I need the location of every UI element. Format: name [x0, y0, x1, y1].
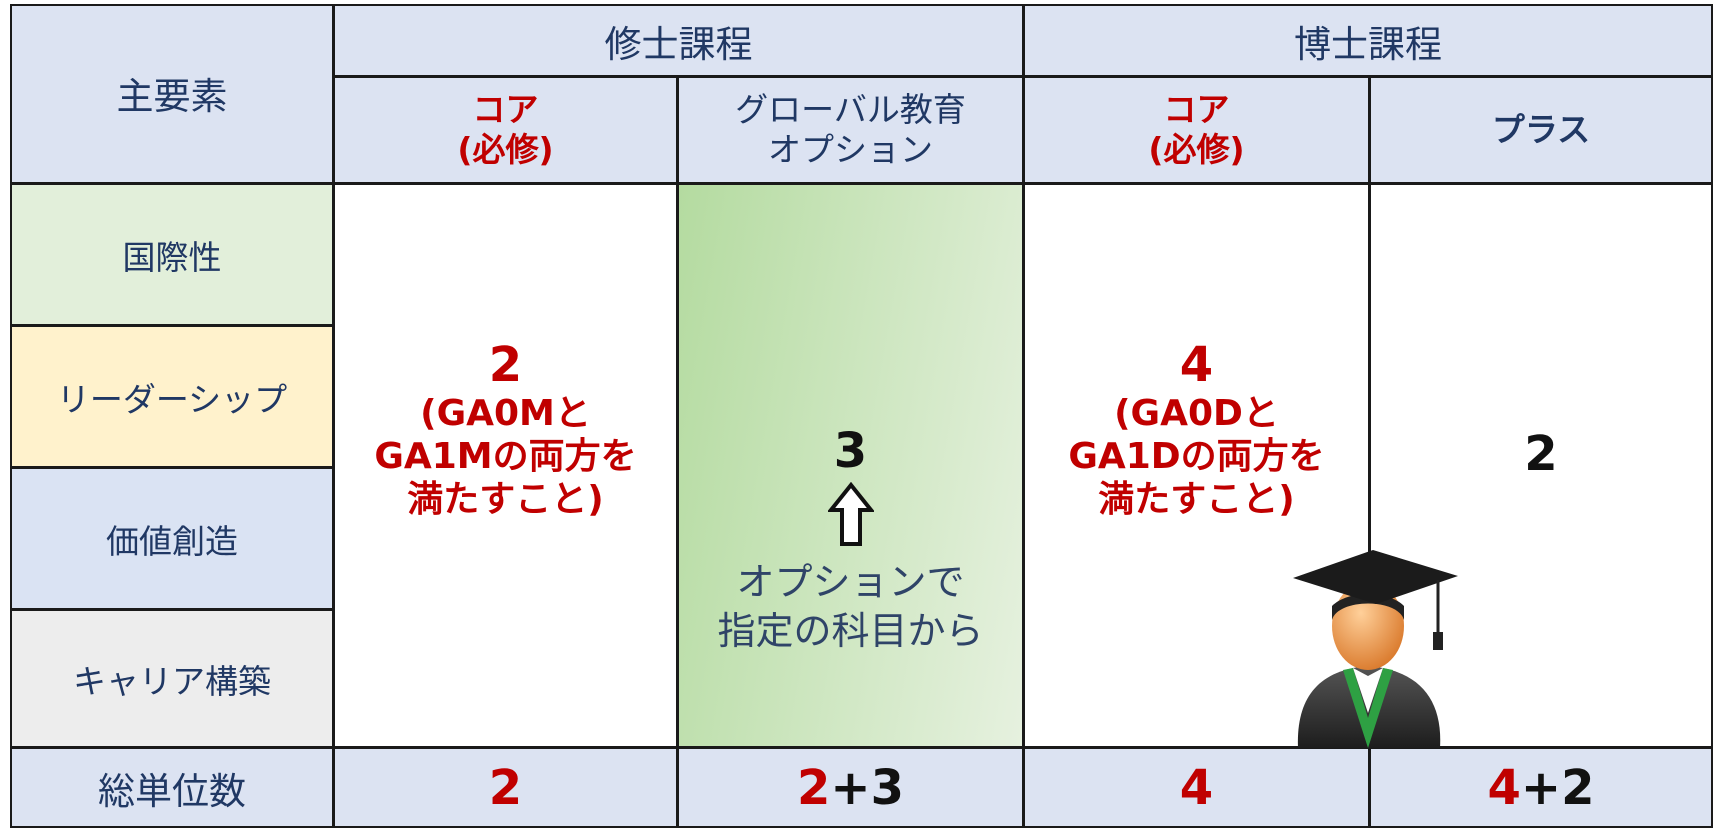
total-part: 4 [1179, 759, 1214, 816]
subheader-line: コア [1163, 90, 1230, 130]
masters-core-cell: 2 (GA0Mと GA1Mの両方を 満たすこと) [333, 183, 678, 748]
doctoral-header: 博士課程 [1023, 4, 1713, 77]
row-label: 価値創造 [10, 467, 334, 610]
row-label: キャリア構築 [10, 609, 334, 748]
row-label: 国際性 [10, 183, 334, 326]
subheader-line: (必修) [1148, 130, 1245, 169]
total-label-text: 総単位数 [98, 769, 246, 813]
subheader-line: オプション [768, 130, 933, 169]
total-part: +3 [830, 759, 905, 816]
masters-header: 修士課程 [333, 4, 1024, 77]
corner-text: 主要素 [116, 75, 228, 118]
cell-note: GA1Dの両方を [1068, 436, 1325, 478]
row-label-text: リーダーシップ [56, 379, 288, 419]
subheader: コア (必修) [333, 76, 678, 184]
total-part: 4 [1487, 759, 1521, 816]
total-cell: 2 +3 [677, 747, 1024, 828]
cell-note: 満たすこと) [407, 479, 604, 521]
cell-note: (GA0Dと [1114, 393, 1279, 435]
subheader-line: コア [472, 90, 539, 130]
subheader-line: プラス [1491, 110, 1591, 150]
cell-note: 満たすこと) [1098, 479, 1295, 521]
row-label: リーダーシップ [10, 325, 334, 468]
graduate-icon [1293, 550, 1458, 748]
cell-number: 4 [1179, 337, 1214, 394]
cell-number: 3 [833, 422, 868, 479]
subheader: コア (必修) [1023, 76, 1370, 184]
cell-note: (GA0Mと [420, 393, 591, 435]
row-label-text: 国際性 [122, 237, 222, 277]
cell-note: オプションで [736, 559, 965, 604]
corner-header: 主要素 [10, 4, 334, 184]
cell-note: 指定の科目から [717, 608, 984, 653]
subheader-line: グローバル教育 [735, 90, 966, 130]
total-label: 総単位数 [10, 747, 334, 828]
total-part: 2 [796, 759, 831, 816]
cell-number: 2 [488, 337, 523, 394]
cell-number: 2 [1524, 426, 1558, 483]
total-cell: 4 +2 [1369, 747, 1713, 828]
total-cell: 2 [333, 747, 678, 828]
global-option-cell: 3 オプションで 指定の科目から [677, 183, 1024, 748]
subheader-line: (必修) [457, 130, 554, 169]
cell-note: GA1Mの両方を [374, 436, 637, 478]
total-cell: 4 [1023, 747, 1370, 828]
subheader: プラス [1369, 76, 1713, 184]
up-arrow-icon [827, 481, 874, 546]
masters-text: 修士課程 [604, 22, 753, 66]
subheader: グローバル教育 オプション [677, 76, 1024, 184]
row-label-text: キャリア構築 [73, 661, 271, 701]
total-part: +2 [1520, 759, 1595, 816]
doctoral-text: 博士課程 [1294, 22, 1442, 66]
total-part: 2 [488, 759, 523, 816]
row-label-text: 価値創造 [106, 521, 238, 561]
